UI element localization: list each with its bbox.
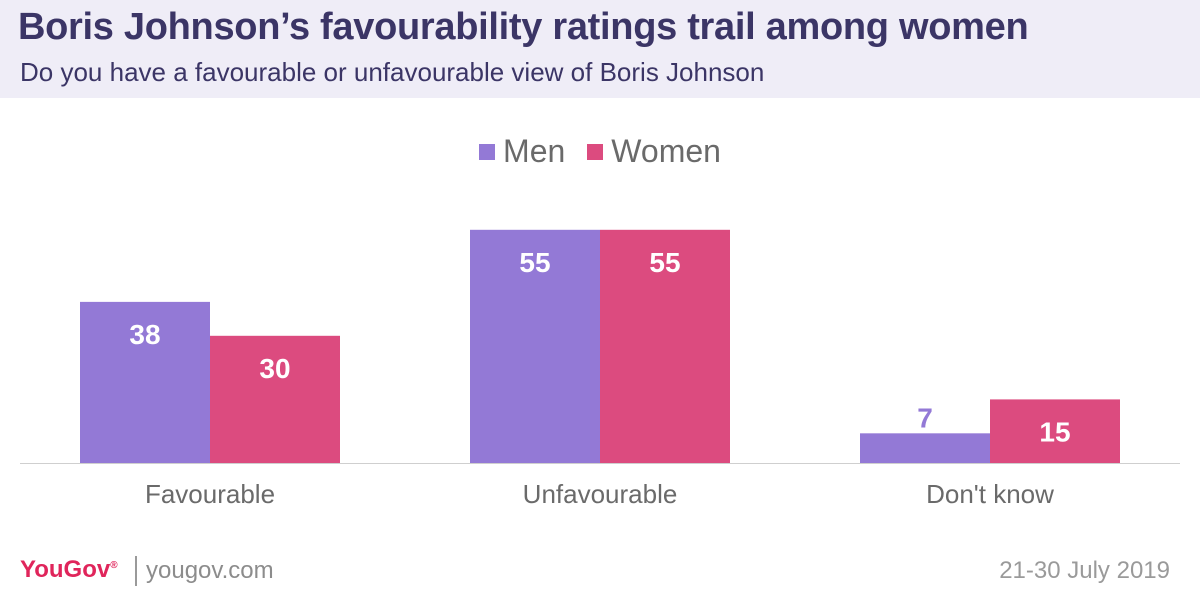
chart-subtitle: Do you have a favourable or unfavourable… bbox=[20, 57, 765, 87]
data-label-men-1: 55 bbox=[519, 247, 550, 278]
data-label-men-2: 7 bbox=[917, 402, 933, 433]
yougov-logo: YouGov® bbox=[20, 556, 118, 584]
data-label-men-0: 38 bbox=[129, 319, 160, 350]
legend-label-women: Women bbox=[611, 133, 721, 169]
bar-women-2 bbox=[990, 399, 1120, 463]
bar-women-0 bbox=[210, 335, 340, 463]
brand-name: YouGov bbox=[20, 556, 111, 583]
bar-men-0 bbox=[80, 301, 210, 463]
legend-label-men: Men bbox=[503, 133, 566, 169]
data-label-women-0: 30 bbox=[259, 353, 290, 384]
footer-site: yougov.com bbox=[146, 557, 274, 584]
legend-swatch-men bbox=[479, 143, 496, 160]
bar-men-1 bbox=[470, 229, 600, 463]
chart-title: Boris Johnson’s favourability ratings tr… bbox=[18, 6, 1029, 48]
trademark-mark: ® bbox=[110, 560, 118, 571]
bar-men-2 bbox=[860, 433, 990, 463]
category-label-2: Don't know bbox=[926, 479, 1054, 509]
footer-separator bbox=[135, 556, 137, 586]
category-label-0: Favourable bbox=[145, 479, 275, 509]
bar-women-1 bbox=[600, 229, 730, 463]
legend-item-men: Men bbox=[479, 133, 565, 170]
legend-swatch-women bbox=[587, 143, 604, 160]
legend-item-women: Women bbox=[587, 133, 721, 170]
data-label-women-1: 55 bbox=[649, 247, 680, 278]
data-label-women-2: 15 bbox=[1039, 416, 1070, 447]
footer-date: 21-30 July 2019 bbox=[999, 557, 1170, 584]
legend: Men Women bbox=[0, 133, 1200, 170]
category-label-1: Unfavourable bbox=[523, 479, 678, 509]
header-band: Boris Johnson’s favourability ratings tr… bbox=[0, 0, 1200, 98]
